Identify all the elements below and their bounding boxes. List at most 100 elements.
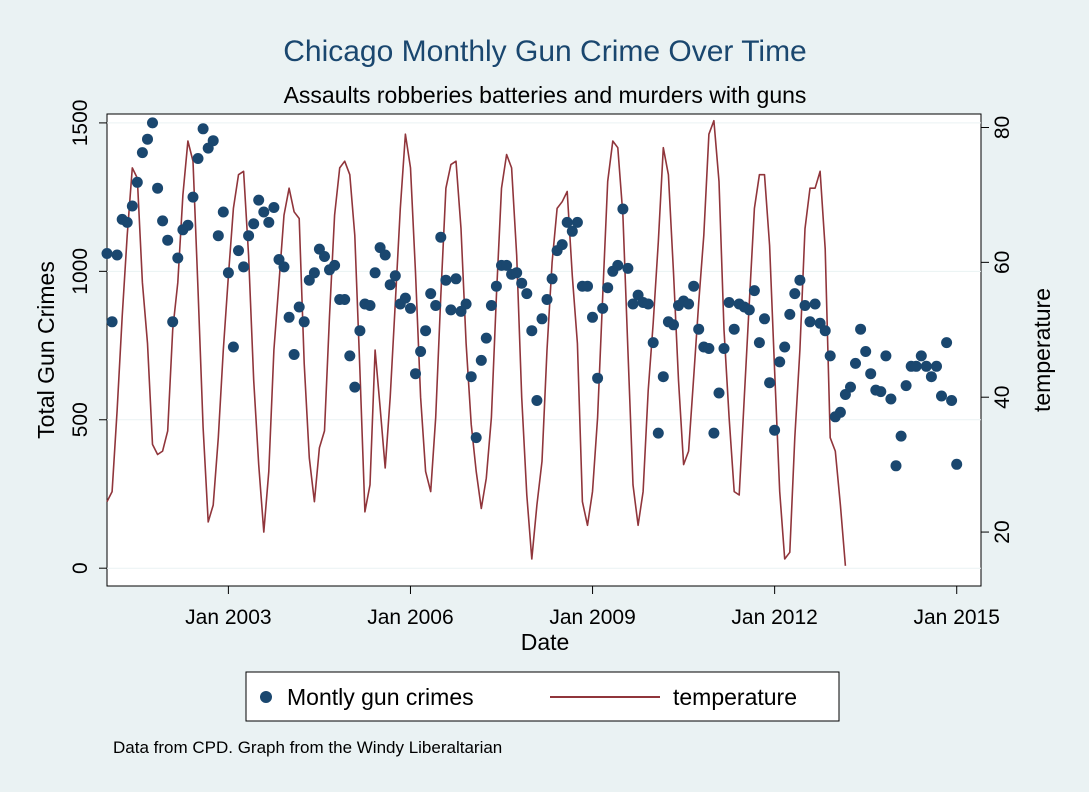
crime-point bbox=[111, 249, 123, 261]
crime-point bbox=[182, 219, 194, 231]
crime-point bbox=[187, 191, 199, 203]
y-right-tick-label: 20 bbox=[991, 520, 1014, 543]
crime-point bbox=[308, 267, 320, 279]
crime-point bbox=[207, 135, 219, 147]
crime-point bbox=[622, 262, 634, 274]
crime-point bbox=[339, 294, 351, 305]
crime-point bbox=[450, 273, 462, 285]
crime-point bbox=[794, 274, 806, 286]
crime-point bbox=[890, 460, 902, 472]
crime-point bbox=[748, 285, 760, 297]
crime-point bbox=[329, 259, 341, 271]
crime-point bbox=[875, 386, 887, 398]
crime-point bbox=[587, 311, 598, 323]
crime-point bbox=[405, 302, 416, 314]
crime-point bbox=[101, 248, 113, 259]
y-left-axis: 0 500 1000 1500 bbox=[69, 100, 107, 574]
crime-point bbox=[592, 372, 604, 384]
crime-point bbox=[789, 288, 801, 300]
crime-point bbox=[951, 458, 963, 470]
x-axis: Jan 2003 Jan 2006 Jan 2009 Jan 2012 Jan 2015 bbox=[185, 586, 1000, 629]
crime-point bbox=[931, 360, 942, 372]
crime-point bbox=[526, 325, 538, 337]
crime-point bbox=[824, 350, 836, 362]
crime-point bbox=[597, 302, 609, 314]
crime-point bbox=[566, 225, 578, 237]
crime-point bbox=[399, 292, 411, 304]
crime-point bbox=[647, 337, 659, 349]
crime-point bbox=[263, 216, 275, 228]
crime-point bbox=[925, 371, 937, 383]
crime-point bbox=[440, 274, 452, 286]
crime-point bbox=[718, 343, 730, 354]
crime-point bbox=[536, 313, 548, 325]
crime-point bbox=[571, 216, 583, 228]
crime-point bbox=[238, 261, 250, 273]
crime-point bbox=[425, 288, 437, 300]
y-left-tick-label: 500 bbox=[69, 402, 92, 437]
crime-point bbox=[804, 316, 816, 328]
crime-point bbox=[480, 332, 492, 344]
crime-point bbox=[703, 343, 715, 354]
crime-point bbox=[248, 218, 260, 230]
crime-point bbox=[420, 325, 432, 337]
legend-marker-crimes bbox=[260, 691, 272, 703]
x-tick-label: Jan 2015 bbox=[914, 606, 1000, 629]
crime-point bbox=[769, 424, 781, 436]
crime-point bbox=[845, 381, 856, 393]
crime-point bbox=[379, 249, 391, 261]
crime-point bbox=[516, 277, 528, 289]
crime-point bbox=[556, 239, 568, 251]
crime-point bbox=[465, 371, 477, 383]
crime-point bbox=[895, 430, 907, 442]
crime-point bbox=[511, 267, 523, 279]
x-tick-label: Jan 2006 bbox=[367, 606, 453, 629]
crime-point bbox=[192, 153, 204, 164]
crime-point bbox=[561, 216, 573, 228]
crime-point bbox=[501, 259, 513, 271]
crime-point bbox=[162, 234, 174, 246]
crime-point bbox=[809, 298, 821, 310]
crime-point bbox=[490, 280, 502, 292]
chart-title: Chicago Monthly Gun Crime Over Time bbox=[283, 35, 807, 68]
crime-point bbox=[521, 288, 533, 300]
x-axis-label: Date bbox=[521, 629, 570, 655]
crime-point bbox=[142, 133, 153, 145]
y-right-tick-label: 60 bbox=[991, 251, 1014, 274]
crime-point bbox=[713, 387, 725, 399]
crime-point bbox=[612, 259, 624, 271]
crime-point bbox=[541, 294, 553, 305]
crime-point bbox=[121, 216, 133, 228]
crime-point bbox=[546, 273, 558, 285]
crime-point bbox=[212, 230, 224, 242]
crime-point bbox=[106, 316, 118, 328]
legend-box bbox=[245, 671, 840, 722]
crime-point bbox=[167, 316, 179, 328]
y-left-axis-label: Total Gun Crimes bbox=[33, 261, 59, 439]
crime-point bbox=[728, 323, 740, 335]
x-tick-label: Jan 2003 bbox=[185, 606, 271, 629]
temperature-series bbox=[106, 119, 847, 566]
crime-point bbox=[197, 123, 209, 135]
crime-point bbox=[288, 349, 300, 360]
crime-point bbox=[880, 350, 892, 362]
y-left-tick-label: 1500 bbox=[69, 100, 92, 147]
crime-point bbox=[708, 427, 720, 439]
crime-point bbox=[268, 202, 280, 213]
crime-point bbox=[485, 300, 497, 311]
crime-point bbox=[222, 267, 234, 279]
crime-point bbox=[834, 406, 846, 418]
crime-point bbox=[435, 231, 447, 243]
crime-point bbox=[131, 176, 143, 188]
crime-point bbox=[784, 308, 796, 320]
legend-label-crimes: Montly gun crimes bbox=[287, 684, 474, 710]
crime-point bbox=[774, 356, 786, 368]
crime-point bbox=[152, 182, 164, 194]
crime-point bbox=[885, 393, 897, 405]
crime-point bbox=[243, 230, 255, 242]
crime-point bbox=[354, 325, 366, 337]
crime-point bbox=[475, 354, 487, 366]
crime-point bbox=[217, 206, 229, 218]
x-tick-label: Jan 2012 bbox=[731, 606, 817, 629]
